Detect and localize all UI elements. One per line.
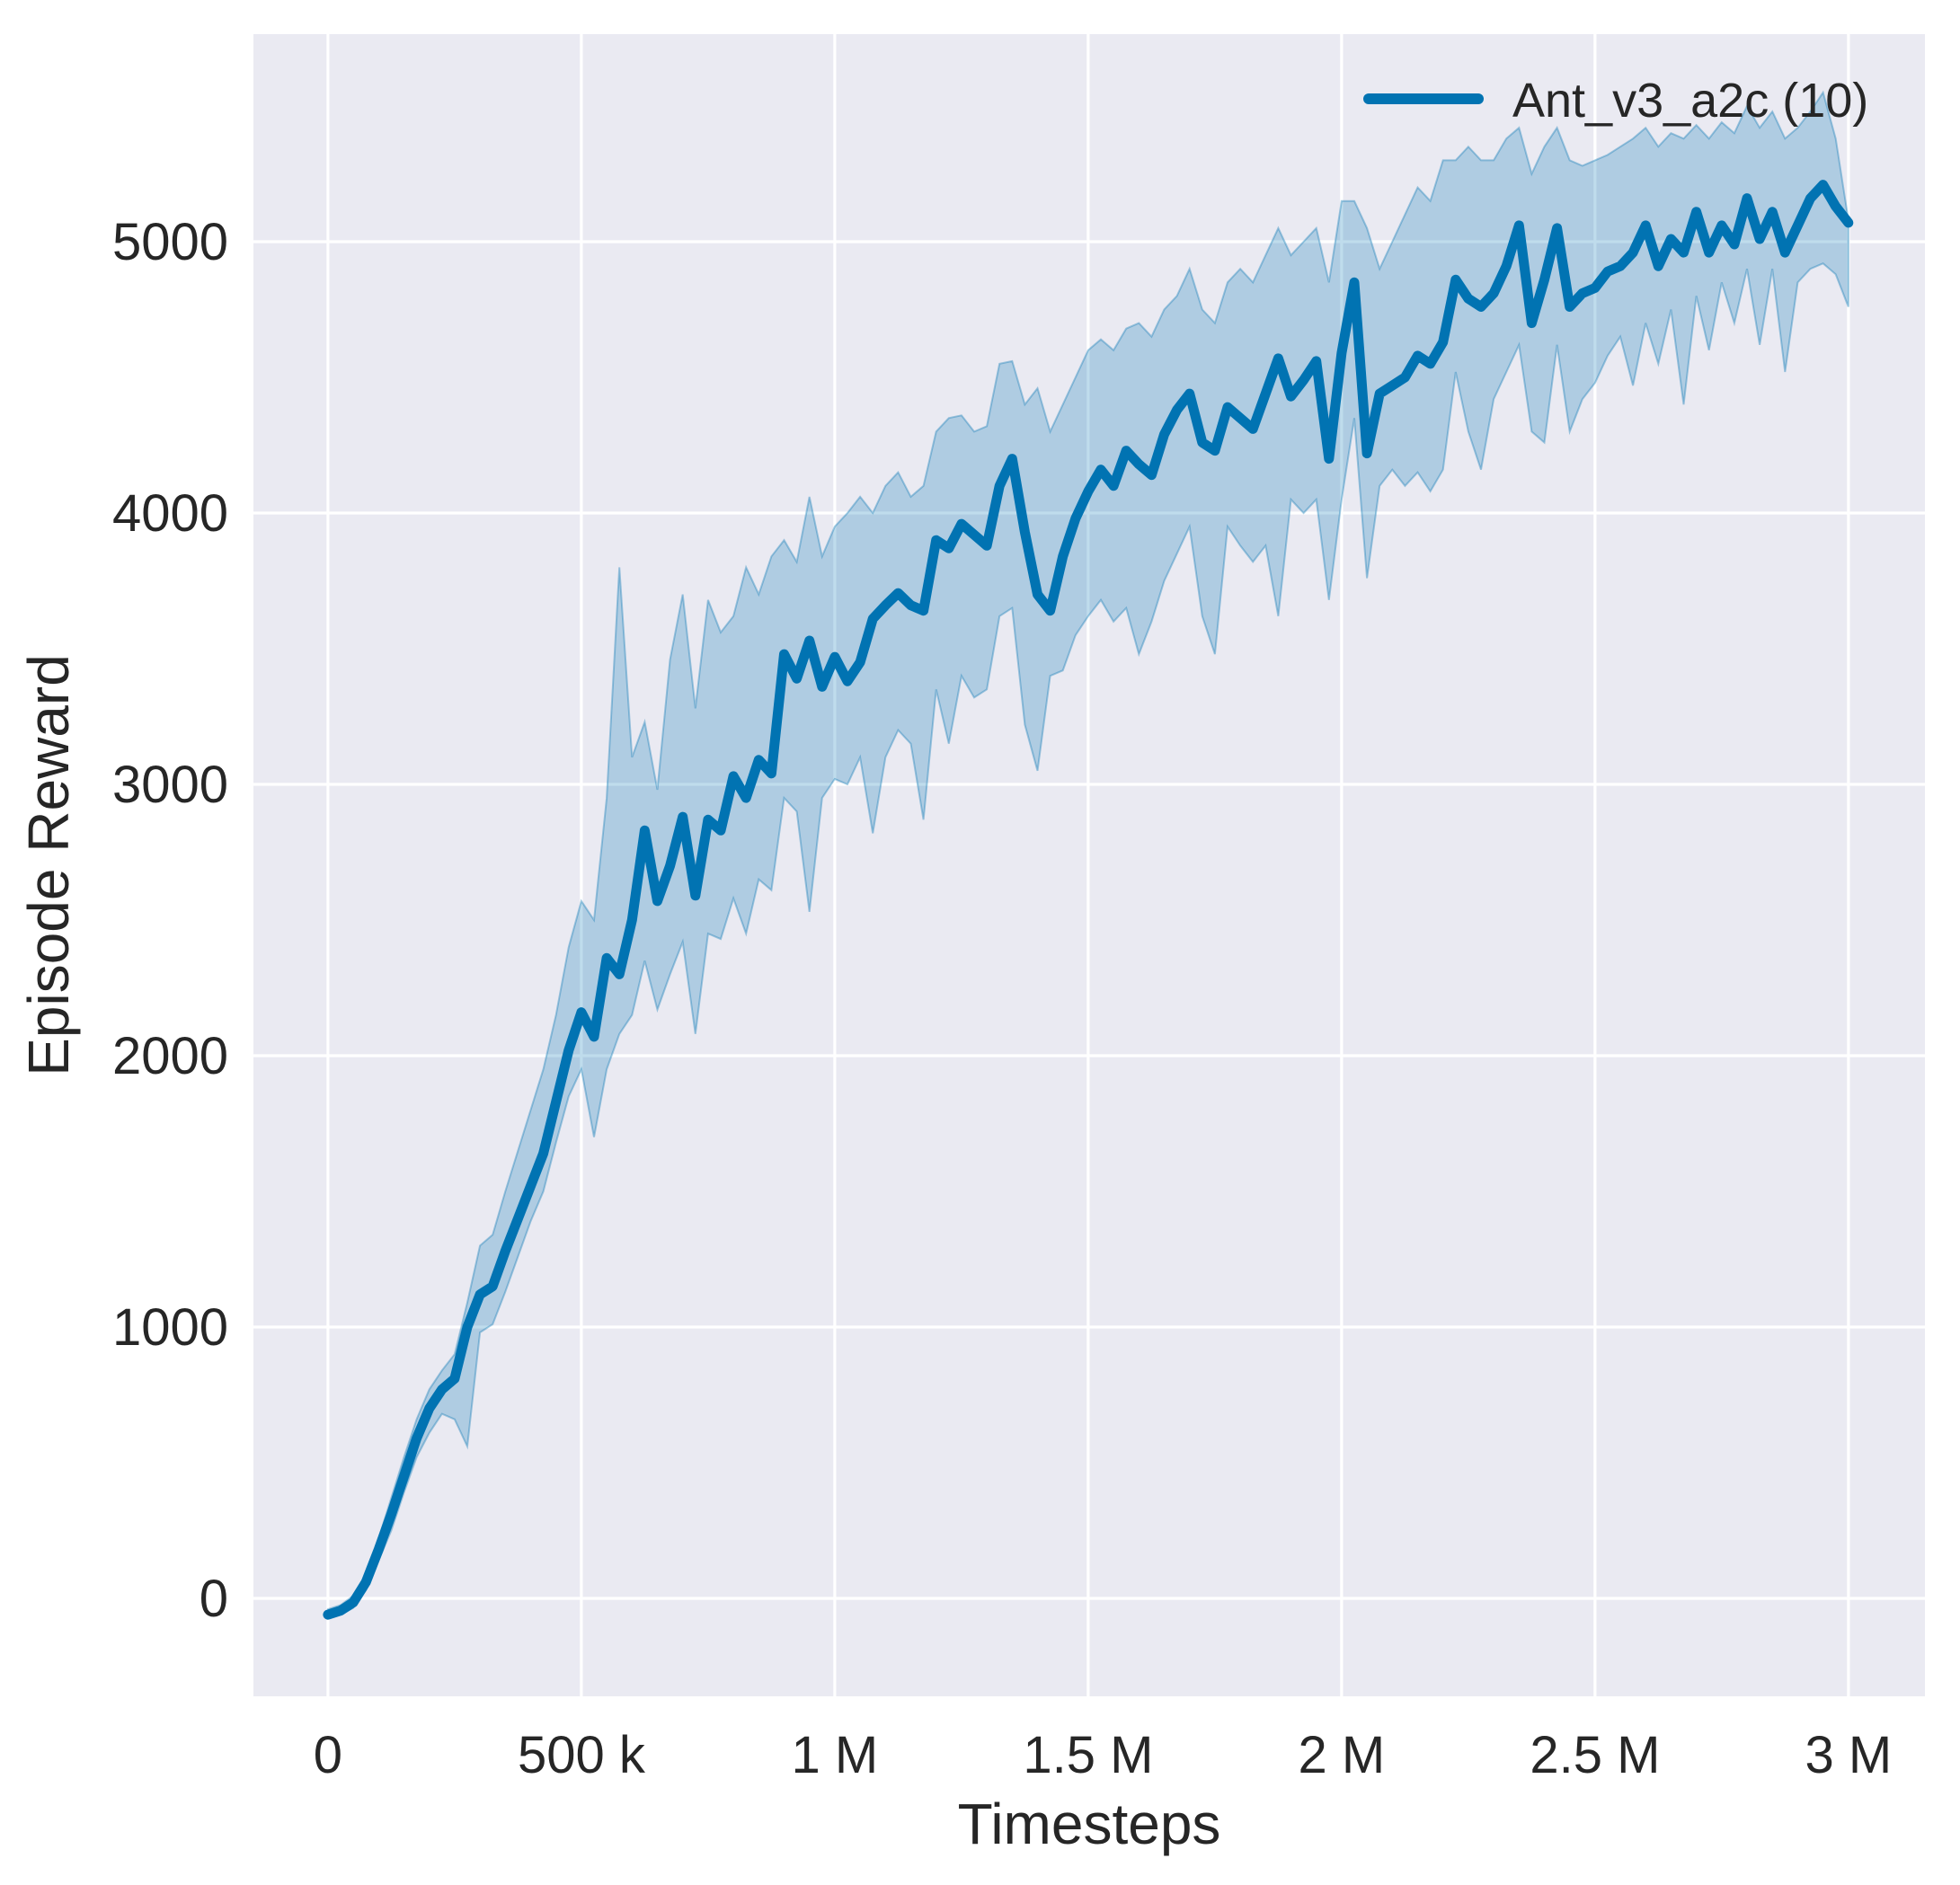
y-tick-label: 3000 (112, 756, 228, 814)
y-tick-label: 4000 (112, 484, 228, 543)
x-tick-labels: 0 500 k 1 M 1.5 M 2 M 2.5 M 3 M (314, 1726, 1892, 1784)
confidence-band (326, 90, 1849, 1620)
y-tick-label: 2000 (112, 1027, 228, 1085)
legend-label: Ant_v3_a2c (10) (1512, 74, 1868, 128)
y-tick-label: 0 (200, 1570, 228, 1628)
x-tick-label: 2.5 M (1530, 1726, 1660, 1784)
x-tick-label: 1 M (792, 1726, 879, 1784)
mean-line (323, 180, 1854, 1620)
x-tick-label: 500 k (518, 1726, 646, 1784)
x-tick-label: 0 (314, 1726, 342, 1784)
x-tick-label: 3 M (1805, 1726, 1892, 1784)
gridlines (253, 34, 1925, 1696)
legend: Ant_v3_a2c (10) (1363, 74, 1868, 128)
y-tick-label: 1000 (112, 1298, 228, 1357)
confidence-band-area (326, 90, 1849, 1620)
x-tick-label: 2 M (1299, 1726, 1386, 1784)
y-tick-label: 5000 (112, 213, 228, 271)
mean-reward-line (323, 180, 1854, 1620)
y-tick-labels: 0 1000 2000 3000 4000 5000 (112, 213, 228, 1628)
x-axis-label: Timesteps (958, 1792, 1221, 1856)
y-axis-label: Episode Reward (16, 654, 81, 1076)
x-tick-label: 1.5 M (1023, 1726, 1153, 1784)
